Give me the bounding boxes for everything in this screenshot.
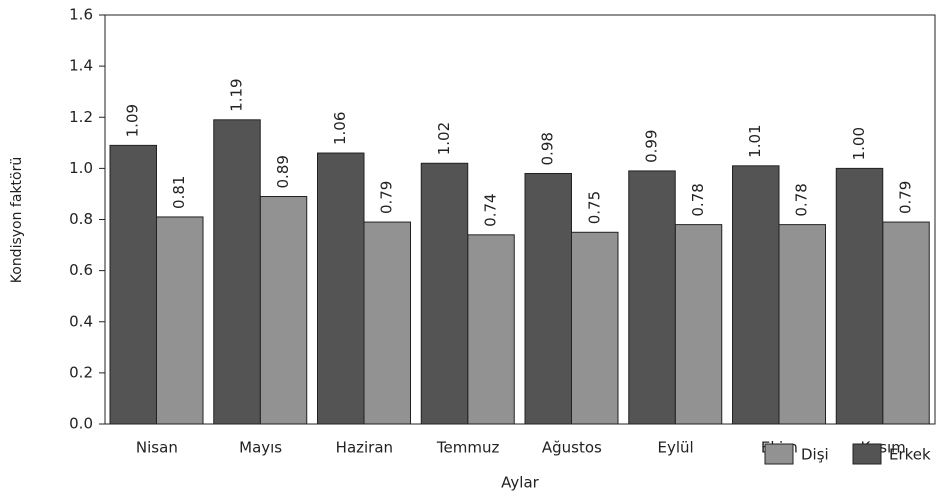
bar bbox=[317, 152, 365, 425]
x-tick-label: Nisan bbox=[136, 439, 178, 457]
bar bbox=[259, 195, 308, 425]
legend-label: Erkek bbox=[889, 446, 931, 464]
data-label: 0.81 bbox=[170, 176, 188, 209]
x-tick-label: Haziran bbox=[336, 439, 393, 457]
data-label: 0.78 bbox=[689, 183, 707, 216]
bar bbox=[835, 167, 884, 425]
y-tick-label: 0.8 bbox=[69, 210, 93, 228]
data-label: 1.02 bbox=[435, 122, 453, 155]
bar bbox=[732, 165, 780, 425]
bar bbox=[213, 119, 261, 425]
bar bbox=[674, 224, 723, 425]
bar bbox=[524, 172, 572, 425]
bar bbox=[156, 216, 204, 425]
data-label: 0.78 bbox=[793, 183, 811, 216]
legend-swatch bbox=[852, 443, 882, 465]
data-label: 0.79 bbox=[378, 181, 396, 214]
x-tick-label: Temmuz bbox=[436, 439, 500, 457]
data-label: 1.00 bbox=[850, 127, 868, 160]
data-label: 1.06 bbox=[331, 112, 349, 145]
data-label: 0.79 bbox=[897, 181, 915, 214]
data-label: 0.74 bbox=[482, 193, 500, 226]
data-label: 0.99 bbox=[643, 130, 661, 163]
y-tick-label: 0.6 bbox=[69, 261, 93, 279]
plot-frame bbox=[104, 14, 936, 425]
x-tick-label: Eylül bbox=[658, 439, 694, 457]
y-axis-label: Kondisyon faktörü bbox=[9, 157, 25, 283]
bar bbox=[420, 162, 469, 425]
y-tick-label: 1.2 bbox=[69, 108, 93, 126]
y-tick-label: 0.4 bbox=[69, 312, 93, 330]
bar bbox=[628, 170, 676, 425]
y-tick-label: 1.0 bbox=[69, 159, 93, 177]
bar bbox=[571, 231, 619, 425]
data-label: 0.89 bbox=[274, 155, 292, 188]
bar bbox=[778, 224, 826, 425]
x-axis-label: Aylar bbox=[501, 474, 539, 492]
y-tick-label: 1.6 bbox=[69, 6, 93, 24]
bar bbox=[882, 221, 930, 425]
data-label: 1.01 bbox=[746, 124, 764, 157]
y-tick-label: 1.4 bbox=[69, 57, 93, 75]
bar bbox=[109, 144, 157, 425]
data-label: 0.98 bbox=[539, 132, 557, 165]
y-tick-label: 0.2 bbox=[69, 363, 93, 381]
bar bbox=[363, 221, 411, 425]
bar bbox=[467, 234, 515, 425]
legend-swatch bbox=[764, 443, 794, 465]
x-tick-label: Ağustos bbox=[542, 439, 602, 457]
x-tick-label: Mayıs bbox=[239, 439, 282, 457]
legend-label: Dişi bbox=[801, 446, 829, 464]
y-tick-label: 0.0 bbox=[69, 415, 93, 433]
data-label: 1.09 bbox=[124, 104, 142, 137]
data-label: 0.75 bbox=[585, 191, 603, 224]
data-label: 1.19 bbox=[228, 78, 246, 111]
